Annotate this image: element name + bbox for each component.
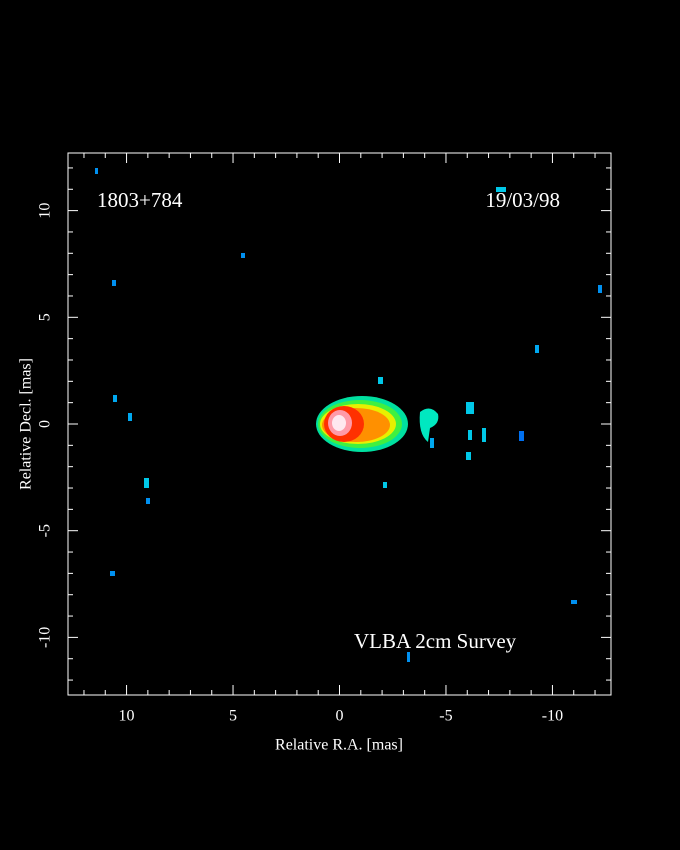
y-tick-label: -10 xyxy=(37,627,54,648)
x-tick-label: -10 xyxy=(542,708,563,725)
x-tick-label: 5 xyxy=(229,708,237,725)
x-tick-label: -5 xyxy=(439,708,452,725)
y-tick-label: -5 xyxy=(37,524,54,537)
y-tick-label: 0 xyxy=(37,420,54,428)
source-image xyxy=(95,168,602,662)
annotation: 19/03/98 xyxy=(485,188,560,212)
y-tick-label: 10 xyxy=(37,203,54,219)
x-axis-label: Relative R.A. [mas] xyxy=(275,737,403,754)
y-axis-label: Relative Decl. [mas] xyxy=(18,358,35,490)
annotation: VLBA 2cm Survey xyxy=(354,629,517,653)
x-tick-label: 10 xyxy=(119,708,135,725)
annotation: 1803+784 xyxy=(97,188,183,212)
x-tick-label: 0 xyxy=(336,708,344,725)
y-tick-label: 5 xyxy=(37,313,54,321)
